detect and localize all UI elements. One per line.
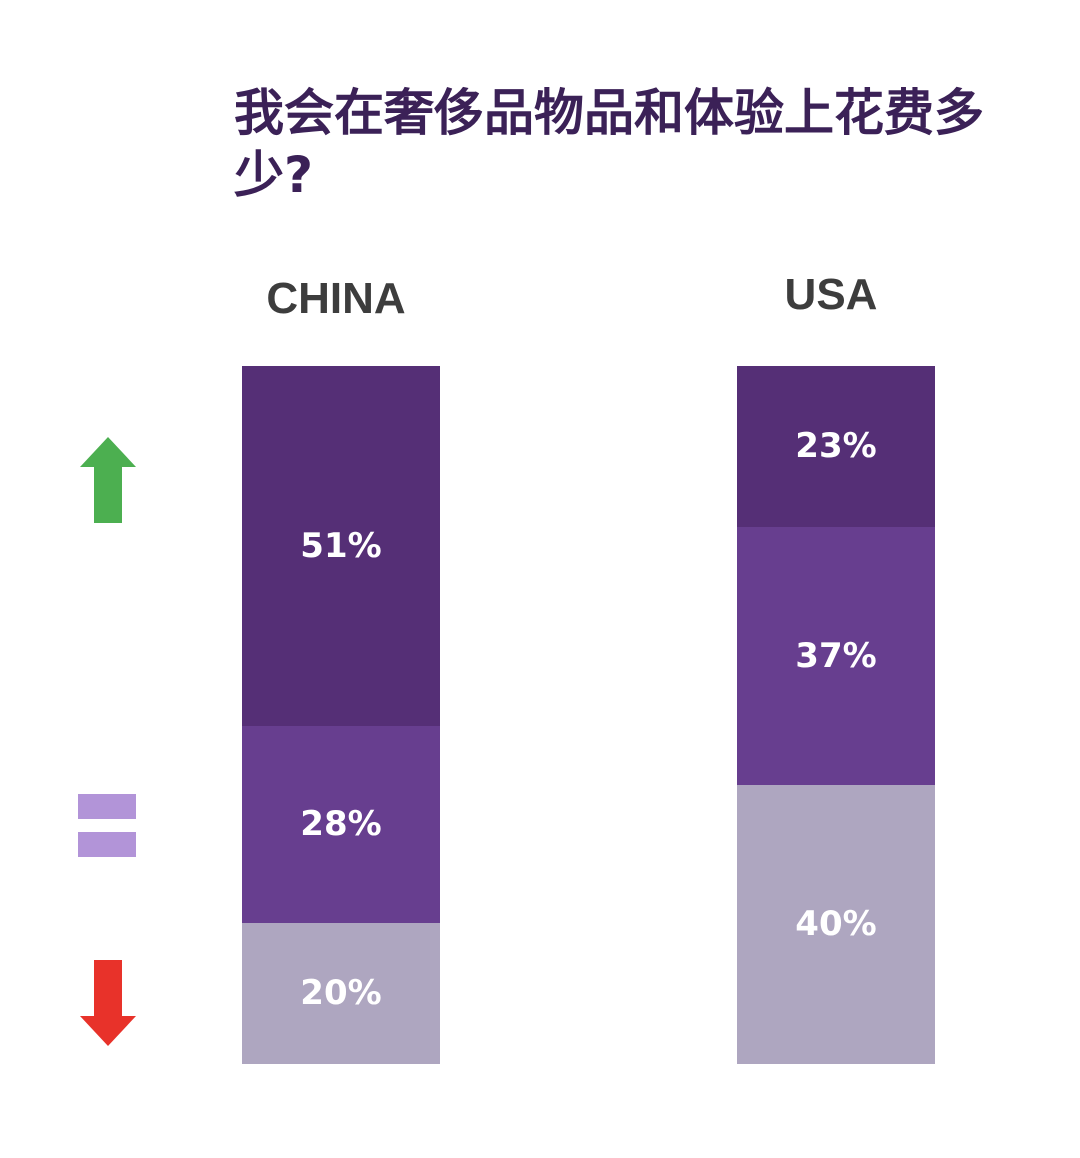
stacked-bar-usa: 23% 37% 40%: [737, 366, 935, 1064]
stacked-bar-china: 51% 28% 20%: [242, 366, 440, 1064]
chart-title: 我会在奢侈品物品和体验上花费多少?: [234, 84, 984, 204]
up-arrow-icon: [80, 437, 136, 523]
data-label: 23%: [795, 426, 877, 467]
data-label: 20%: [300, 973, 382, 1014]
bar-segment-usa-equal: 37%: [737, 526, 935, 785]
bar-segment-usa-down: 40%: [737, 784, 935, 1064]
bar-segment-china-up: 51%: [242, 366, 440, 726]
data-label: 37%: [795, 635, 877, 676]
equal-icon: [78, 794, 136, 857]
bar-segment-usa-up: 23%: [737, 366, 935, 527]
data-label: 28%: [300, 804, 382, 845]
category-label-usa: USA: [784, 270, 878, 319]
data-label: 40%: [795, 904, 877, 945]
data-label: 51%: [300, 525, 382, 566]
category-label-china: CHINA: [266, 274, 406, 323]
down-arrow-icon: [80, 960, 136, 1046]
bar-segment-china-equal: 28%: [242, 725, 440, 923]
bar-segment-china-down: 20%: [242, 922, 440, 1064]
